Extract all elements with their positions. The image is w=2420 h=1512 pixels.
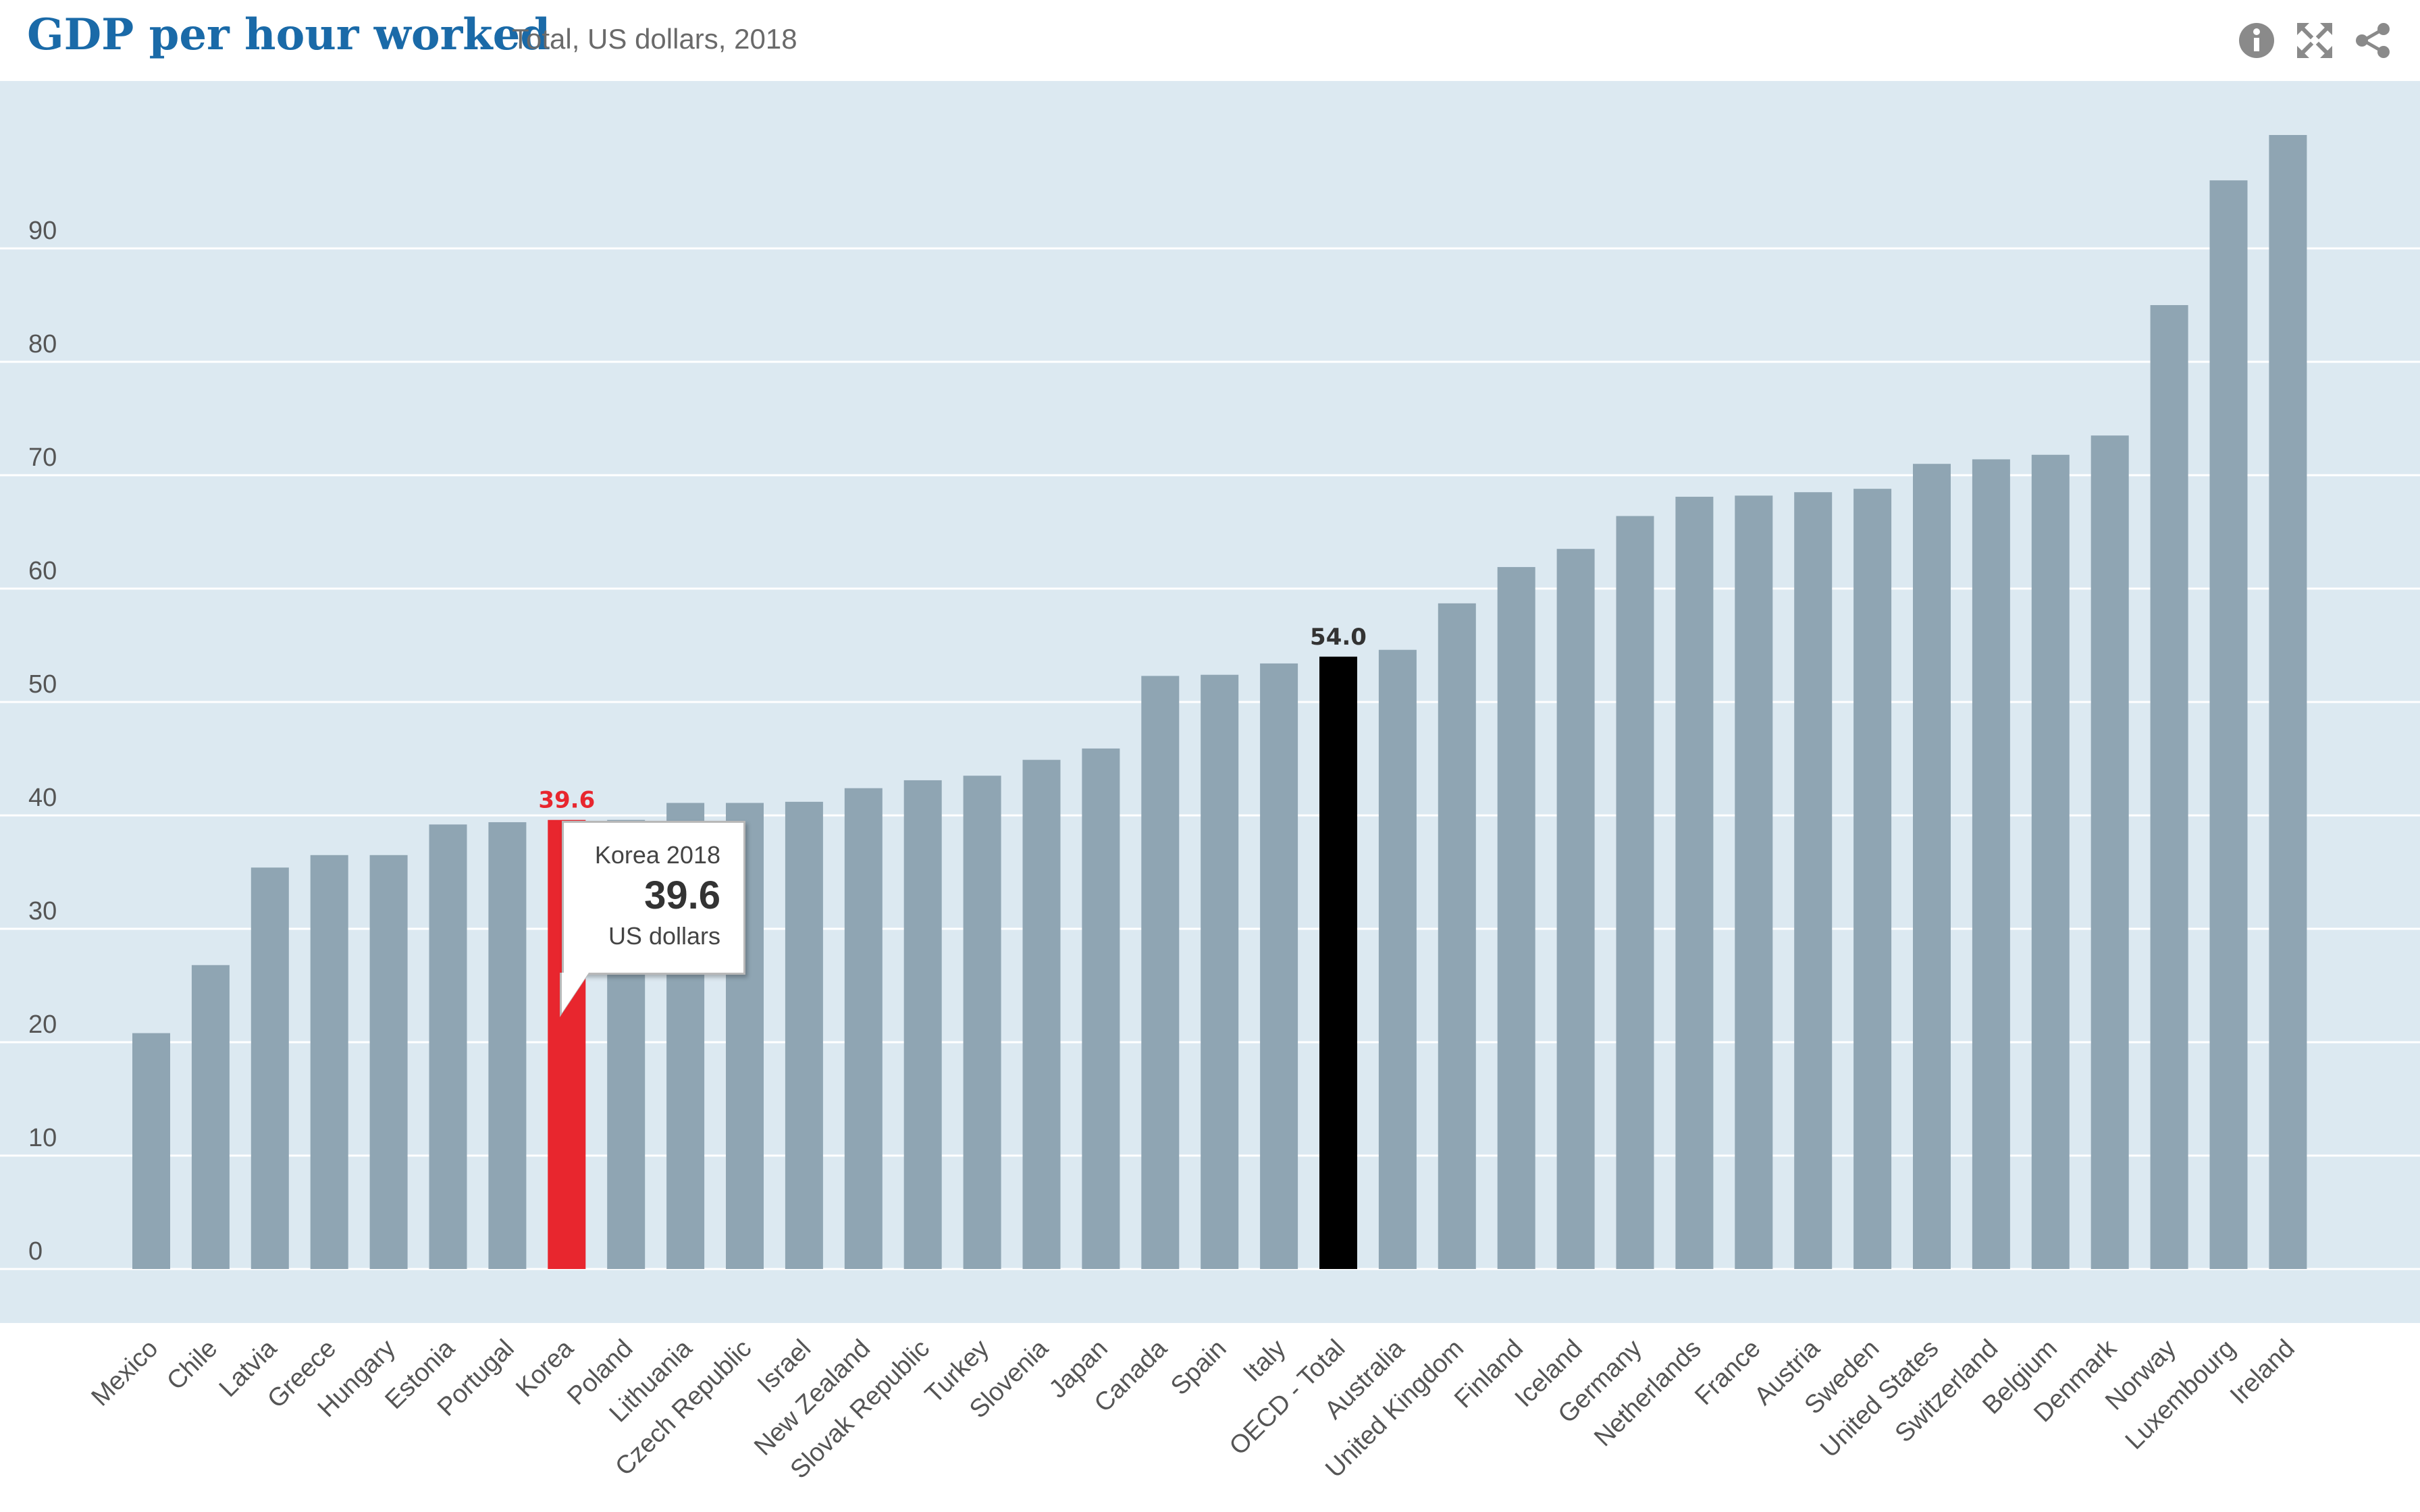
y-tick-label: 0 [28, 1237, 43, 1266]
bars [132, 135, 2307, 1270]
bar[interactable] [1913, 464, 1951, 1270]
bar-tooltip: Korea 2018 39.6 US dollars [560, 821, 745, 1017]
x-category-label: Spain [1165, 1334, 1232, 1401]
x-category-label: France [1689, 1334, 1766, 1411]
info-icon [2239, 23, 2274, 58]
bar[interactable] [2269, 135, 2307, 1269]
bar[interactable] [963, 776, 1001, 1269]
x-category-label: Ireland [2225, 1334, 2300, 1410]
tooltip-unit: US dollars [608, 922, 720, 950]
bar[interactable] [1853, 489, 1892, 1270]
bar[interactable] [488, 822, 527, 1269]
bar-value-label: 54.0 [1310, 624, 1367, 651]
bar[interactable] [2150, 305, 2188, 1269]
bar[interactable] [132, 1033, 170, 1269]
bar[interactable] [1497, 567, 1535, 1269]
info-button[interactable] [2236, 20, 2277, 61]
value-labels: 39.6 54.0 [538, 624, 1367, 814]
tooltip-value: 39.6 [644, 873, 720, 917]
bar[interactable] [1260, 663, 1298, 1269]
bar[interactable] [191, 965, 230, 1269]
bar[interactable] [429, 824, 467, 1269]
y-tick-label: 90 [28, 217, 57, 245]
y-tick-label: 80 [28, 330, 57, 358]
bar[interactable] [1794, 492, 1833, 1270]
bar[interactable] [2031, 454, 2070, 1269]
bar[interactable] [310, 855, 348, 1269]
bar[interactable] [785, 801, 823, 1269]
bar-value-label: 39.6 [538, 787, 595, 814]
y-tick-label: 40 [28, 784, 57, 812]
y-tick-label: 30 [28, 897, 57, 925]
chart-header: GDP per hour worked Total, US dollars, 2… [0, 0, 2420, 80]
chart-subtitle: Total, US dollars, 2018 [512, 23, 797, 55]
bar[interactable] [2090, 435, 2129, 1270]
bar[interactable] [369, 855, 408, 1269]
chart-toolbar [2236, 19, 2393, 62]
bar[interactable] [2209, 180, 2248, 1270]
bar[interactable] [903, 780, 942, 1269]
bar[interactable] [1556, 549, 1595, 1270]
y-tick-label: 60 [28, 557, 57, 585]
x-axis-labels: MexicoChileLatviaGreeceHungaryEstoniaPor… [86, 1334, 2300, 1484]
y-tick-label: 70 [28, 443, 57, 472]
bar[interactable] [1438, 603, 1476, 1269]
bar[interactable] [1616, 516, 1654, 1269]
x-category-label: Chile [161, 1334, 223, 1396]
bar[interactable] [1082, 748, 1120, 1269]
bar[interactable] [1972, 459, 2010, 1269]
bar[interactable] [1201, 674, 1239, 1269]
share-icon [2356, 23, 2390, 58]
y-tick-label: 50 [28, 670, 57, 699]
y-tick-label: 10 [28, 1124, 57, 1152]
bar[interactable] [1378, 649, 1417, 1269]
bar[interactable] [1141, 676, 1180, 1269]
y-axis-ticks: 0 10 20 30 40 50 60 70 80 90 [28, 217, 57, 1266]
bar[interactable] [1735, 495, 1773, 1269]
x-category-label: Mexico [86, 1334, 164, 1412]
bar[interactable] [1022, 759, 1061, 1269]
bar[interactable] [1319, 656, 1357, 1269]
bar[interactable] [1675, 496, 1714, 1270]
share-button[interactable] [2352, 20, 2393, 61]
x-category-label: Italy [1238, 1334, 1291, 1388]
tooltip-title: Korea 2018 [594, 841, 720, 869]
y-tick-label: 20 [28, 1010, 57, 1039]
bar[interactable] [844, 788, 883, 1269]
fullscreen-icon [2296, 22, 2333, 59]
bar[interactable] [251, 867, 289, 1269]
fullscreen-button[interactable] [2294, 20, 2335, 61]
chart-title: GDP per hour worked [27, 9, 551, 60]
